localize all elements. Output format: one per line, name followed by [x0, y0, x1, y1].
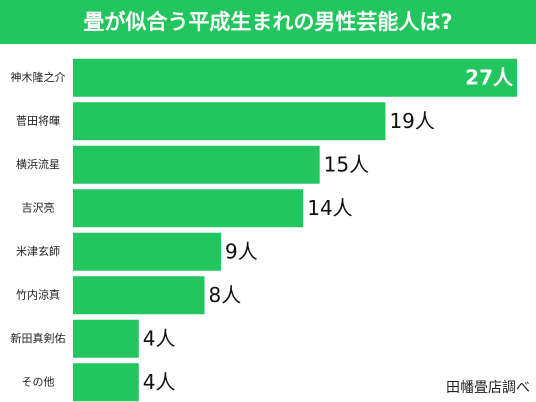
bar	[73, 102, 386, 141]
bar	[73, 319, 139, 358]
bar	[73, 232, 221, 271]
y-tick-label: 菅田将暉	[16, 114, 60, 127]
y-tick-label: 米津玄師	[16, 244, 60, 258]
y-tick-label: 竹内涼真	[16, 287, 60, 301]
value-label: 27人	[465, 65, 514, 89]
bar	[73, 145, 320, 184]
value-label: 8人	[209, 283, 242, 307]
chart-title: 畳が似合う平成生まれの男性芸能人は?	[83, 10, 452, 34]
y-tick-label: 横浜流星	[16, 157, 60, 171]
y-tick-label: 神木隆之介	[11, 70, 66, 84]
y-tick-label: 新田真剣佑	[11, 331, 66, 345]
value-label: 4人	[143, 326, 176, 350]
bar	[73, 363, 139, 402]
bar	[73, 189, 304, 228]
value-label: 14人	[307, 196, 352, 220]
value-label: 15人	[324, 152, 369, 176]
source-note: 田幡畳店調べ	[446, 380, 530, 396]
y-tick-label: 吉沢亮	[22, 200, 55, 214]
bar	[73, 58, 517, 97]
value-label: 19人	[389, 109, 434, 133]
value-label: 4人	[143, 370, 176, 394]
header-band	[0, 0, 536, 44]
y-tick-label: その他	[22, 375, 55, 388]
bar	[73, 276, 205, 315]
value-label: 9人	[225, 239, 258, 263]
